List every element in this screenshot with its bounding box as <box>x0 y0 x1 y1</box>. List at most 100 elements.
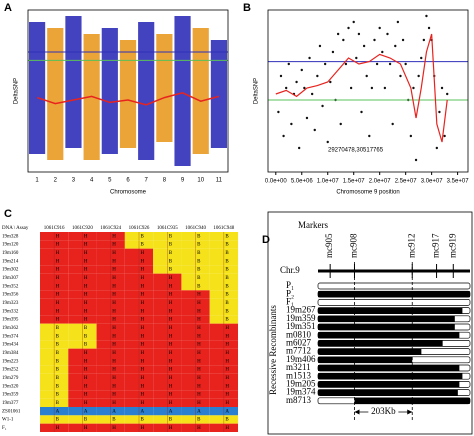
genotype-text: H <box>197 393 201 398</box>
genotype-text: B <box>225 284 229 289</box>
genotype-text: H <box>197 359 201 364</box>
data-point <box>297 146 301 150</box>
row-label: 19m328 <box>2 234 19 239</box>
line-label: F₁ <box>286 296 294 306</box>
genotype-text: H <box>84 309 88 314</box>
black-segment <box>318 340 443 347</box>
row-label: 19m359 <box>2 393 19 398</box>
row-label: 19m356 <box>2 293 19 298</box>
genotype-text: H <box>197 351 201 356</box>
black-segment <box>318 389 458 396</box>
x-tick-label: 9 <box>181 178 185 184</box>
genotype-text: B <box>169 418 173 423</box>
genotype-text: B <box>225 276 229 281</box>
genotype-text: H <box>84 268 88 273</box>
genotype-text: H <box>56 293 60 298</box>
data-point <box>360 110 363 114</box>
genotype-text: H <box>197 293 201 298</box>
genotype-text: H <box>112 284 116 289</box>
genotype-text: H <box>141 384 145 389</box>
genotype-text: B <box>197 234 201 239</box>
genotype-text: B <box>225 301 229 306</box>
data-point <box>417 74 420 78</box>
genotype-text: B <box>169 259 173 264</box>
x-tick-label: 2 <box>54 178 58 184</box>
x-tick-label: 0.0e+00 <box>265 179 288 185</box>
genotype-text: B <box>84 343 88 348</box>
genotype-text: H <box>141 276 145 281</box>
data-point <box>365 74 368 78</box>
genotype-text: H <box>169 301 173 306</box>
column-header: 1061C926 <box>129 226 150 231</box>
genotype-text: H <box>112 368 116 373</box>
genotype-text: H <box>169 351 173 356</box>
x-tick-label: 3 <box>72 178 76 184</box>
black-segment <box>318 324 455 330</box>
genotype-text: H <box>141 326 145 331</box>
chromosome-band <box>29 22 46 154</box>
genotype-text: H <box>169 393 173 398</box>
trend-line <box>275 33 448 143</box>
genotype-text: H <box>141 351 145 356</box>
row-label: 19m395 <box>2 318 19 323</box>
x-tick-label: 6 <box>126 178 130 184</box>
data-point <box>425 14 428 18</box>
data-point <box>386 32 389 36</box>
annotation: 29270478,30517765 <box>328 148 384 154</box>
genotype-text: H <box>197 334 201 339</box>
column-header: 1061C948 <box>213 226 234 231</box>
interval-label: 203Kb <box>371 406 396 416</box>
genotype-text: H <box>141 309 145 314</box>
genotype-text: H <box>56 268 60 273</box>
genotype-text: H <box>112 401 116 406</box>
line-label: P₂ <box>286 288 294 298</box>
line-label: 19m359 <box>286 313 316 323</box>
genotype-text: B <box>84 334 88 339</box>
genotype-text: B <box>56 334 60 339</box>
genotype-text: H <box>197 309 201 314</box>
black-segment <box>318 348 422 355</box>
genotype-text: H <box>56 276 60 281</box>
genotype-text: H <box>169 309 173 314</box>
data-point <box>438 110 441 114</box>
genotype-text: H <box>225 359 229 364</box>
data-point <box>391 122 394 126</box>
data-point <box>404 62 407 66</box>
genotype-text: B <box>169 243 173 248</box>
genotype-text: H <box>141 401 145 406</box>
genotype-text: H <box>112 384 116 389</box>
genotype-text: A <box>197 409 201 414</box>
genotype-text: B <box>225 309 229 314</box>
genotype-text: H <box>56 259 60 264</box>
genotype-text: H <box>197 384 201 389</box>
chromosome-band <box>65 16 82 148</box>
genotype-text: H <box>141 301 145 306</box>
black-segment <box>318 332 460 339</box>
row-label: F₁ <box>2 426 7 431</box>
line-label: P₁ <box>286 280 294 290</box>
data-point <box>362 44 366 48</box>
black-segment <box>318 315 455 322</box>
row-label: 19m223 <box>2 359 19 364</box>
genotype-text: H <box>225 368 229 373</box>
genotype-text: H <box>141 393 145 398</box>
genotype-text: H <box>141 368 145 373</box>
chromosome-band <box>174 16 191 166</box>
y-axis-label: DeltaSNP <box>254 78 260 104</box>
genotype-text: H <box>112 234 116 239</box>
genotype-text: H <box>84 426 88 431</box>
data-point <box>277 110 280 114</box>
genotype-text: H <box>225 334 229 339</box>
genotype-text: B <box>112 418 116 423</box>
genotype-text: H <box>84 293 88 298</box>
column-header: 1061C935 <box>157 226 178 231</box>
chromosome-line <box>317 299 471 306</box>
row-label: 19m434 <box>2 343 19 348</box>
line-label: m8713 <box>286 395 312 405</box>
data-point <box>394 44 397 48</box>
panel-d-frame <box>267 211 473 435</box>
data-point <box>409 134 413 138</box>
genotype-text: B <box>56 393 60 398</box>
genotype-text: B <box>56 351 60 356</box>
genotype-text: H <box>112 393 116 398</box>
